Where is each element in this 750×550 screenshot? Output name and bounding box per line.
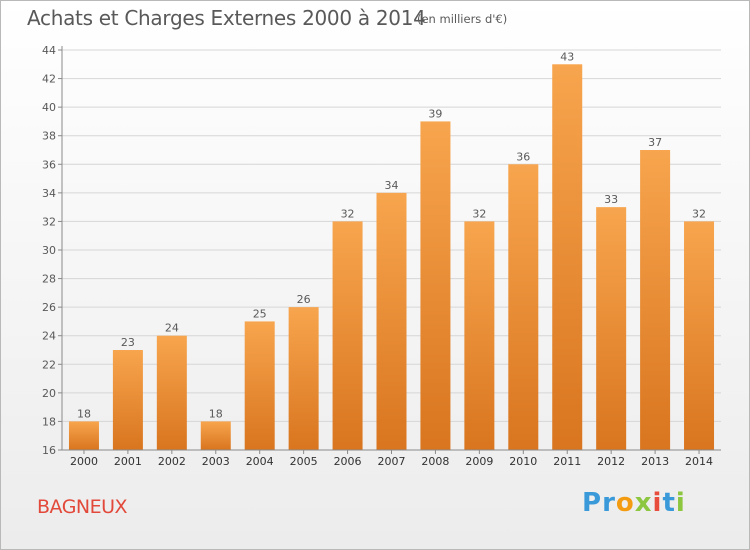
x-tick-label: 2004 <box>246 455 274 468</box>
x-tick-label: 2007 <box>378 455 406 468</box>
bar-value-label: 32 <box>341 207 355 220</box>
bar-2004 <box>244 321 275 450</box>
bar-value-label: 37 <box>648 136 662 149</box>
y-tick-label: 16 <box>42 444 56 457</box>
logo-letter: o <box>615 488 635 518</box>
x-tick-label: 2014 <box>685 455 713 468</box>
bar-value-label: 32 <box>692 207 706 220</box>
bar-value-label: 33 <box>604 193 618 206</box>
logo-letter: x <box>634 488 653 518</box>
logo-letter: t <box>662 488 676 518</box>
y-tick-label: 22 <box>42 358 56 371</box>
x-tick-label: 2005 <box>290 455 318 468</box>
bar-2009 <box>464 221 495 450</box>
bar-2013 <box>640 150 671 450</box>
x-tick-label: 2009 <box>465 455 493 468</box>
bar-2014 <box>684 221 715 450</box>
y-tick-label: 34 <box>42 187 56 200</box>
y-tick-label: 18 <box>42 415 56 428</box>
x-tick-label: 2002 <box>158 455 186 468</box>
y-tick-label: 38 <box>42 130 56 143</box>
y-tick-label: 42 <box>42 73 56 86</box>
x-tick-label: 2006 <box>334 455 362 468</box>
bar-value-label: 32 <box>472 207 486 220</box>
bar-value-label: 23 <box>121 336 135 349</box>
bar-value-label: 24 <box>165 322 179 335</box>
label-layer: 18 23 24 18 25 26 32 34 39 32 36 43 33 37 32 <box>77 50 706 420</box>
bar-2008 <box>420 121 451 450</box>
y-tick-label: 20 <box>42 387 56 400</box>
y-tick-label: 44 <box>42 44 56 57</box>
bar-value-label: 43 <box>560 50 574 63</box>
logo-letter: r <box>602 488 616 518</box>
commune-name: BAGNEUX <box>37 496 128 518</box>
y-tick-label: 30 <box>42 244 56 257</box>
bar-value-label: 39 <box>428 107 442 120</box>
logo-letter: i <box>675 488 686 518</box>
chart-subtitle: (en milliers d'€) <box>417 12 508 26</box>
y-tick-label: 32 <box>42 215 56 228</box>
axis-layer: 16 18 20 22 24 26 28 30 32 34 36 38 40 42 44 2000 2001 20… <box>42 44 721 468</box>
bar-value-label: 34 <box>385 179 399 192</box>
bar-2001 <box>112 350 143 450</box>
bar-2012 <box>596 207 627 450</box>
bar-value-label: 25 <box>253 307 267 320</box>
logo-letter: P <box>582 488 603 518</box>
bar-2010 <box>508 164 539 451</box>
y-tick-label: 28 <box>42 273 56 286</box>
x-tick-label: 2013 <box>641 455 669 468</box>
bar-2005 <box>288 307 319 450</box>
x-tick-label: 2012 <box>597 455 625 468</box>
bar-2000 <box>68 421 99 450</box>
x-tick-label: 2001 <box>114 455 142 468</box>
x-tick-label: 2010 <box>509 455 537 468</box>
bar-2007 <box>376 192 407 450</box>
bar-2011 <box>552 64 583 451</box>
x-tick-label: 2011 <box>553 455 581 468</box>
bar-2006 <box>332 221 363 450</box>
logo-letter: i <box>652 488 663 518</box>
bar-value-label: 18 <box>209 407 223 420</box>
y-tick-label: 40 <box>42 101 56 114</box>
bar-layer <box>68 64 715 451</box>
y-tick-label: 24 <box>42 330 56 343</box>
bar-2002 <box>156 335 187 450</box>
bar-value-label: 26 <box>297 293 311 306</box>
bar-value-label: 18 <box>77 407 91 420</box>
y-tick-label: 26 <box>42 301 56 314</box>
proxiti-logo[interactable]: Proxiti <box>582 488 686 518</box>
chart-title: Achats et Charges Externes 2000 à 2014 <box>27 6 426 30</box>
x-tick-label: 2000 <box>70 455 98 468</box>
bar-2003 <box>200 421 231 450</box>
bar-value-label: 36 <box>516 150 530 163</box>
x-tick-label: 2003 <box>202 455 230 468</box>
x-tick-label: 2008 <box>421 455 449 468</box>
y-tick-label: 36 <box>42 158 56 171</box>
